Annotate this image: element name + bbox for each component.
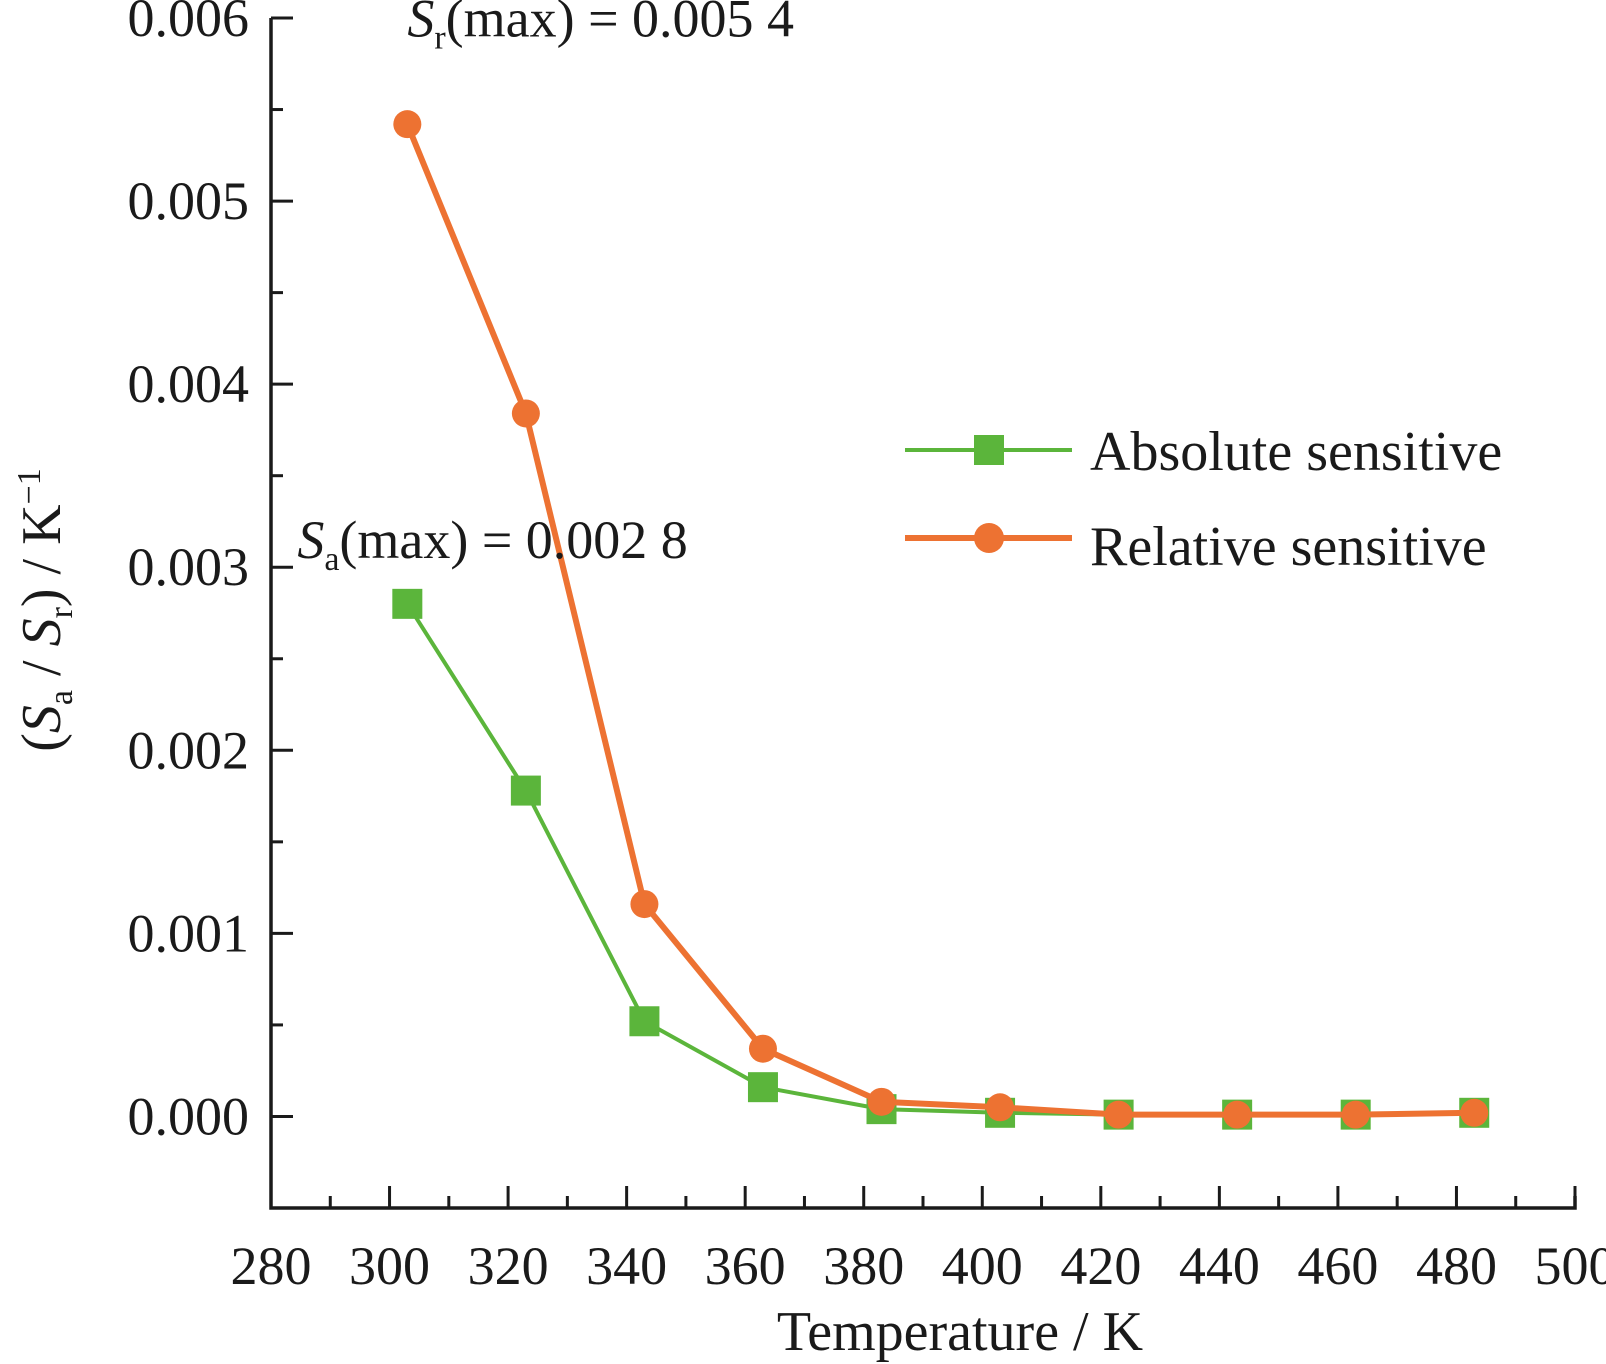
data-point-circle [630,890,659,919]
x-tick-label: 440 [1179,1236,1260,1296]
x-axis-ticks: 280 300 320 340 360 380 400 420 440 460 480 500 [231,1186,1606,1296]
y-tick-label: 0.000 [128,1086,250,1146]
x-axis-title: Temperature / K [777,1301,1143,1363]
x-tick-label: 500 [1535,1236,1606,1296]
data-point-circle [1341,1100,1370,1129]
legend-marker-absolute [974,435,1004,465]
x-tick-label: 380 [823,1236,904,1296]
legend-label-absolute: Absolute sensitive [1090,421,1502,483]
series-absolute [392,588,1490,1130]
series-layer [392,110,1490,1130]
series-relative [393,110,1489,1129]
x-tick-label: 480 [1416,1236,1497,1296]
legend-label-relative: Relative sensitive [1090,516,1487,578]
legend: Absolute sensitive Relative sensitive [905,421,1502,578]
data-point-circle [1460,1098,1489,1127]
axis-frame [269,18,1577,1210]
x-tick-label: 400 [942,1236,1023,1296]
x-tick-label: 340 [586,1236,667,1296]
x-tick-label: 420 [1060,1236,1141,1296]
x-tick-label: 360 [705,1236,786,1296]
data-point-circle [511,399,540,428]
data-point-square [747,1072,778,1103]
data-point-square [392,588,423,619]
y-tick-label: 0.005 [128,171,250,231]
data-point-circle [986,1093,1015,1122]
y-axis-ticks: 0.000 0.001 0.002 0.003 0.004 0.005 0.006 [128,0,293,1146]
y-minor-ticks [271,108,283,1210]
data-point-circle [393,110,422,139]
data-point-circle [1223,1100,1252,1129]
x-tick-label: 300 [349,1236,430,1296]
data-point-circle [867,1087,896,1116]
annotation-absolute-max: Sa(max) = 0.002 8 [297,510,687,578]
x-tick-label: 320 [468,1236,549,1296]
y-tick-label: 0.004 [128,354,250,414]
series-line [405,602,1475,1117]
y-axis-title: (Sa / Sr) / K−1 [11,468,80,751]
y-tick-label: 0.006 [128,0,250,48]
series-line [404,123,1475,1118]
x-tick-label: 280 [231,1236,312,1296]
legend-marker-relative [974,523,1004,553]
data-point-circle [1104,1100,1133,1129]
x-tick-label: 460 [1297,1236,1378,1296]
data-point-square [629,1006,660,1037]
y-tick-label: 0.001 [128,903,250,963]
data-point-circle [748,1034,777,1063]
data-point-square [510,775,541,806]
annotation-relative-max: Sr(max) = 0.005 4 [407,0,794,56]
y-tick-label: 0.002 [128,720,250,780]
y-tick-label: 0.003 [128,537,250,597]
